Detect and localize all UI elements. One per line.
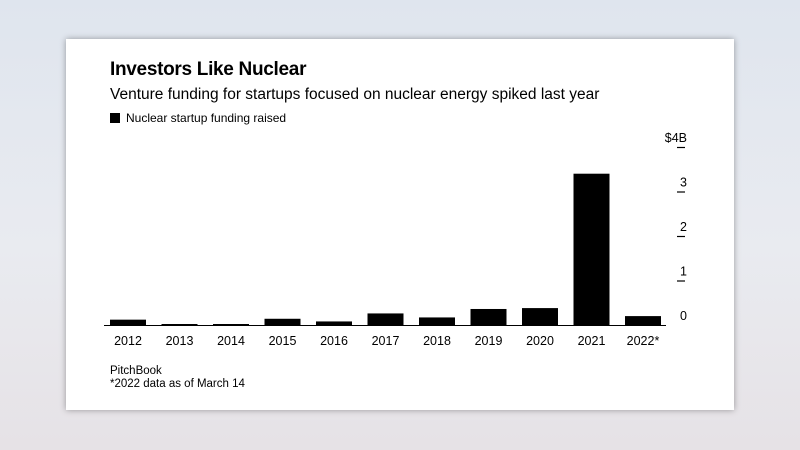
- x-tick-label: 2021: [578, 334, 606, 348]
- bar-2022: [625, 316, 661, 325]
- legend-label: Nuclear startup funding raised: [126, 111, 287, 125]
- footnote: *2022 data as of March 14: [110, 378, 245, 390]
- x-tick-label: 2014: [217, 334, 245, 348]
- bar-chart: 0 1 2 3 $4B 2012 2013 2014 2015 2016 2017 2018 2019…: [104, 131, 687, 348]
- y-tick-label: $4B: [665, 131, 687, 145]
- legend: Nuclear startup funding raised: [110, 111, 286, 125]
- bar-2019: [470, 308, 507, 325]
- x-tick-label: 2015: [269, 334, 297, 348]
- x-tick-label: 2012: [114, 334, 142, 348]
- chart-footer: PitchBook *2022 data as of March 14: [110, 365, 245, 391]
- x-tick-label: 2013: [166, 334, 194, 348]
- bar-2014: [213, 324, 249, 325]
- bar-2020: [522, 308, 558, 325]
- y-axis: 0 1 2 3 $4B: [665, 131, 687, 323]
- x-tick-label: 2019: [475, 334, 503, 348]
- x-tick-label: 2022*: [627, 334, 660, 348]
- bar-2017: [367, 313, 404, 325]
- x-tick-label: 2018: [423, 334, 451, 348]
- legend-swatch: [110, 113, 120, 123]
- bar-2012: [110, 319, 146, 325]
- x-axis: 2012 2013 2014 2015 2016 2017 2018 2019 2020 2021…: [114, 334, 659, 348]
- chart-subtitle: Venture funding for startups focused on …: [110, 86, 600, 103]
- chart-title: Investors Like Nuclear: [110, 59, 307, 80]
- x-tick-label: 2020: [526, 334, 554, 348]
- y-tick-label: 3: [680, 176, 687, 190]
- bar-2016: [316, 321, 352, 325]
- chart-card: Investors Like Nuclear Venture funding f…: [66, 39, 734, 410]
- y-tick-label: 0: [680, 309, 687, 323]
- bar-2018: [419, 317, 455, 325]
- y-tick-label: 2: [680, 220, 687, 234]
- bars-group: [110, 173, 661, 325]
- source-note: PitchBook: [110, 365, 162, 377]
- x-tick-label: 2017: [372, 334, 400, 348]
- bar-2013: [161, 324, 198, 325]
- bar-2015: [264, 318, 301, 325]
- bar-2021: [573, 173, 610, 325]
- x-tick-label: 2016: [320, 334, 348, 348]
- y-tick-label: 1: [680, 265, 687, 279]
